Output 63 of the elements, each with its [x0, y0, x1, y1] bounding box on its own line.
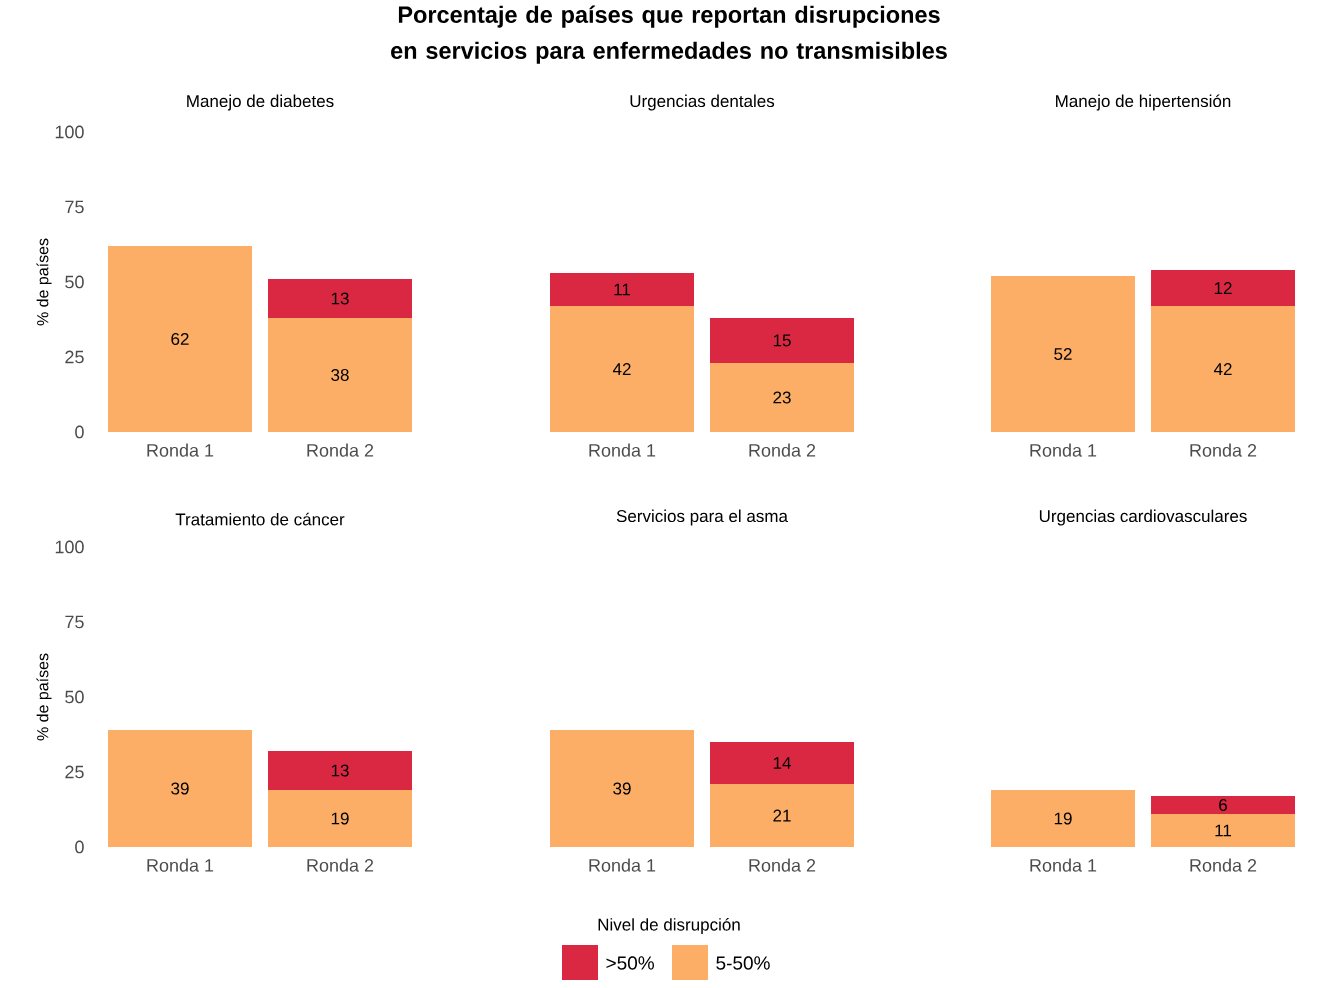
data-label: 62 [171, 332, 189, 346]
data-label: 19 [331, 812, 349, 825]
bar [550, 305, 695, 432]
x-tick-label: Ronda 2 [307, 443, 374, 457]
data-label: 12 [1214, 282, 1232, 294]
bar [710, 362, 855, 432]
y-axis-title: % de países [36, 238, 52, 326]
data-label: 11 [1215, 824, 1232, 837]
data-label: 11 [614, 283, 630, 296]
data-label: 15 [773, 334, 791, 347]
x-tick-label: Ronda 2 [1190, 858, 1257, 872]
y-tick-label: 25 [65, 765, 84, 779]
data-label: 38 [331, 368, 349, 382]
y-tick-label: 0 [75, 840, 84, 854]
bar [268, 790, 413, 847]
x-tick-label: Ronda 2 [1190, 443, 1257, 457]
y-tick-label: 25 [65, 350, 84, 364]
data-label: 52 [1054, 347, 1072, 361]
x-tick-label: Ronda 1 [147, 443, 214, 457]
bar [268, 278, 413, 318]
legend-label: 5-50% [716, 956, 770, 970]
y-tick-label: 100 [55, 125, 84, 139]
data-label: 6 [1219, 798, 1227, 812]
data-label: 39 [613, 782, 631, 795]
x-tick-label: Ronda 1 [147, 858, 214, 872]
data-label: 39 [171, 782, 189, 795]
x-tick-label: Ronda 1 [589, 443, 656, 457]
data-label: 14 [773, 757, 791, 769]
data-label: 23 [773, 391, 791, 404]
data-label: 42 [1213, 363, 1232, 375]
bar [108, 730, 252, 847]
bar [268, 751, 413, 790]
chart-subtitle: Servicios para el asma [616, 509, 788, 526]
y-tick-label: 50 [65, 275, 84, 289]
y-tick-label: 50 [65, 690, 84, 704]
x-tick-label: Ronda 2 [749, 443, 816, 457]
bar [108, 245, 252, 432]
y-tick-label: 100 [55, 540, 84, 554]
bar [268, 317, 413, 432]
data-label: 42 [612, 363, 631, 375]
data-label: 19 [1054, 812, 1072, 825]
legend-title: Nivel de disrupción [598, 917, 740, 935]
chart-subtitle: Urgencias cardiovasculares [1039, 509, 1247, 526]
data-label: 21 [773, 809, 791, 822]
y-tick-label: 75 [65, 200, 84, 214]
chart-subtitle: Urgencias dentales [630, 94, 775, 111]
chart-title: Porcentaje de países que reportan disrupciones en servicios para enfermedades no transmisibles [391, 5, 947, 64]
bar [550, 272, 695, 306]
chart-subtitle: Manejo de diabetes [187, 94, 334, 111]
x-tick-label: Ronda 2 [749, 858, 816, 872]
x-tick-label: Ronda 1 [1030, 443, 1097, 457]
x-tick-label: Ronda 2 [307, 858, 374, 872]
chart-subtitle: Tratamiento de cáncer [175, 512, 345, 526]
x-tick-label: Ronda 1 [1030, 858, 1097, 872]
data-label: 13 [331, 764, 349, 777]
y-tick-label: 75 [65, 615, 84, 629]
x-tick-label: Ronda 1 [589, 858, 656, 872]
data-label: 13 [331, 292, 349, 305]
legend-label: >50% [606, 956, 654, 970]
y-axis-title: % de países [36, 653, 52, 741]
bar [710, 317, 855, 363]
chart-subtitle: Manejo de hipertensión [1056, 94, 1231, 111]
y-tick-label: 0 [75, 425, 84, 439]
